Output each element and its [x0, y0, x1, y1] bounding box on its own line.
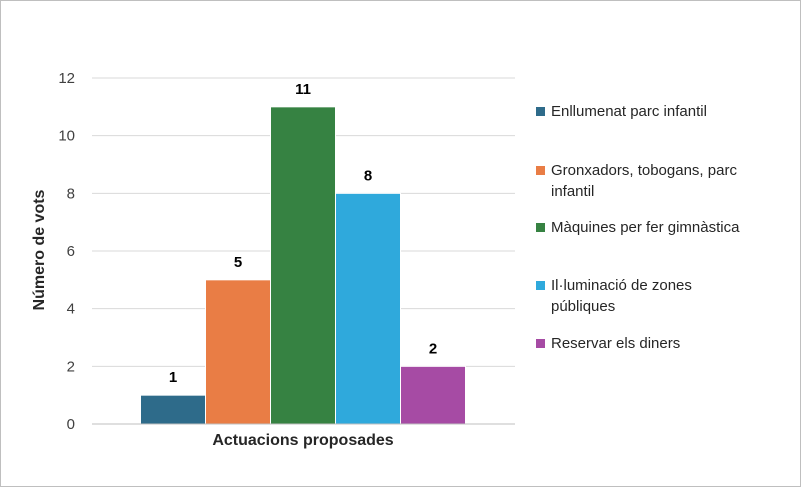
legend-swatch — [536, 223, 545, 232]
data-label: 8 — [364, 167, 372, 184]
bar — [335, 192, 401, 425]
legend-swatch — [536, 107, 545, 116]
bar — [400, 365, 466, 425]
legend-label: Enllumenat parc infantil — [551, 103, 707, 120]
data-label: 11 — [295, 81, 311, 98]
data-label: 1 — [169, 369, 177, 386]
y-tick-label: 6 — [67, 243, 75, 260]
legend-label: Gronxadors, tobogans, parc infantil — [551, 162, 737, 200]
legend-label: Reservar els diners — [551, 335, 680, 352]
legend-swatch — [536, 339, 545, 348]
data-label: 5 — [234, 254, 242, 271]
bars — [140, 106, 466, 425]
x-axis-title: Actuacions proposades — [212, 432, 393, 449]
legend-swatch — [536, 166, 545, 175]
bar — [140, 394, 206, 425]
data-labels: 1 5 11 8 2 — [169, 81, 437, 386]
legend: Enllumenat parc infantil Gronxadors, tobo… — [536, 103, 740, 352]
legend-swatch — [536, 281, 545, 290]
data-label: 2 — [429, 340, 437, 357]
y-axis-title: Número de vots — [31, 189, 48, 310]
y-tick-label: 0 — [67, 416, 75, 433]
legend-label: Il·luminació de zones públiques — [551, 277, 692, 315]
y-tick-label: 12 — [58, 70, 75, 87]
y-axis-ticks: 0 2 4 6 8 10 12 — [58, 70, 75, 433]
y-tick-label: 10 — [58, 128, 75, 145]
bar — [270, 106, 336, 425]
legend-label: Màquines per fer gimnàstica — [551, 219, 740, 236]
y-tick-label: 8 — [67, 185, 75, 202]
bar — [205, 279, 271, 425]
y-tick-label: 4 — [67, 301, 75, 318]
y-tick-label: 2 — [67, 358, 75, 375]
